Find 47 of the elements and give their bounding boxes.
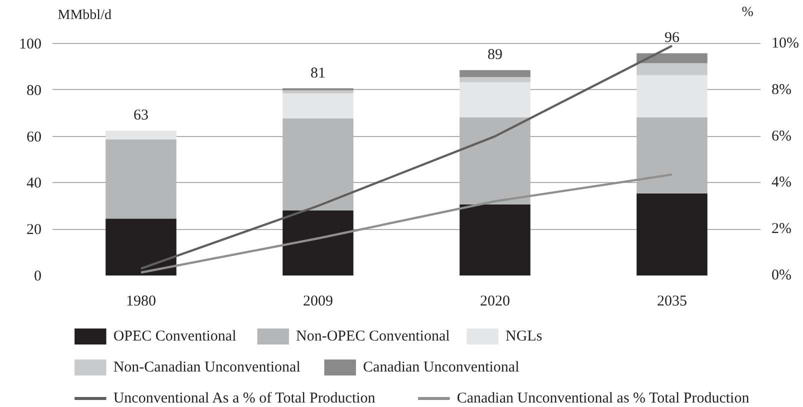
- bar: [636, 53, 708, 64]
- bar: [460, 204, 530, 276]
- y-tick-label: 0: [34, 268, 42, 284]
- y2-tick-label: 4%: [772, 174, 792, 191]
- y-tick-label: 60: [26, 129, 42, 146]
- bar: [460, 70, 530, 78]
- bar: [106, 130, 176, 140]
- y2-tick-label: 0%: [772, 268, 792, 284]
- bar: [106, 139, 176, 219]
- y-tick-label: 100: [19, 36, 42, 52]
- y2-tick-label: 2%: [772, 221, 792, 238]
- bar: [460, 77, 530, 82]
- bar: [282, 93, 354, 118]
- line-series: [140, 173, 674, 274]
- total-label: 81: [310, 65, 326, 82]
- bar: [636, 117, 708, 194]
- bar: [282, 118, 354, 211]
- total-label: 89: [488, 47, 502, 64]
- bar: [460, 117, 530, 205]
- total-label: 96: [664, 30, 680, 46]
- legend-label: Non-Canadian Unconventional: [113, 360, 300, 376]
- legend-label: Canadian Unconventional as % Total Production: [456, 390, 750, 406]
- y-axis-title: MMbbl/d: [58, 8, 112, 23]
- total-label: 63: [134, 108, 148, 124]
- legend-label: Unconventional As a % of Total Production: [113, 390, 376, 406]
- bar: [460, 82, 530, 118]
- y2-tick-label: 10%: [772, 36, 799, 52]
- x-tick-label: 1980: [126, 294, 156, 310]
- bar: [282, 210, 354, 276]
- bar: [636, 193, 708, 276]
- legend-label: NGLs: [506, 328, 542, 344]
- legend-label: OPEC Conventional: [113, 328, 236, 344]
- y2-tick-label: 6%: [772, 128, 792, 144]
- y2-axis-title: %: [742, 5, 754, 20]
- bar: [282, 90, 354, 94]
- bar: [636, 75, 708, 118]
- y2-tick-label: 8%: [772, 82, 792, 98]
- bar: [636, 63, 708, 76]
- y-tick-label: 20: [26, 222, 42, 238]
- x-tick-label: 2009: [303, 294, 333, 310]
- y-tick-label: 80: [26, 82, 42, 99]
- bar: [106, 218, 176, 276]
- x-tick-label: 2035: [657, 294, 687, 310]
- legend-label: Non-OPEC Conventional: [296, 328, 450, 344]
- x-tick-label: 2020: [480, 294, 510, 310]
- legend-label: Canadian Unconventional: [363, 360, 520, 376]
- y-tick-label: 40: [26, 176, 42, 192]
